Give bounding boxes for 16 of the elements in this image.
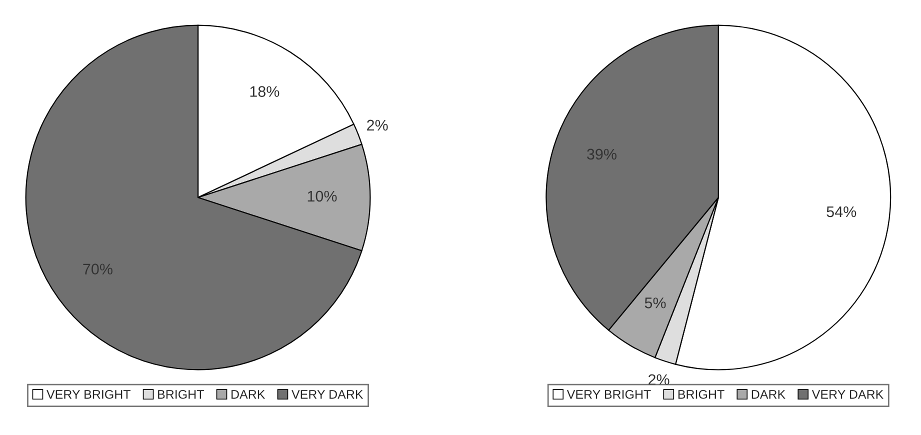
legend-label: DARK <box>752 390 786 399</box>
legend-label: DARK <box>232 390 266 399</box>
data-label: 54% <box>826 206 856 218</box>
data-label: 10% <box>308 190 337 202</box>
legend-label: BRIGHT <box>158 390 204 399</box>
data-label: 2% <box>367 120 388 131</box>
data-label: 70% <box>83 264 112 274</box>
legend-label: BRIGHT <box>678 390 724 399</box>
legend-label: VERY DARK <box>292 390 364 399</box>
legend-label: VERY BRIGHT <box>46 390 130 399</box>
data-label: 5% <box>644 298 666 308</box>
data-label: 18% <box>250 86 280 97</box>
data-label: 39% <box>587 148 616 160</box>
data-label: 2% <box>648 374 670 385</box>
legend-label: VERY BRIGHT <box>566 390 651 399</box>
legend-label: VERY DARK <box>812 390 884 399</box>
